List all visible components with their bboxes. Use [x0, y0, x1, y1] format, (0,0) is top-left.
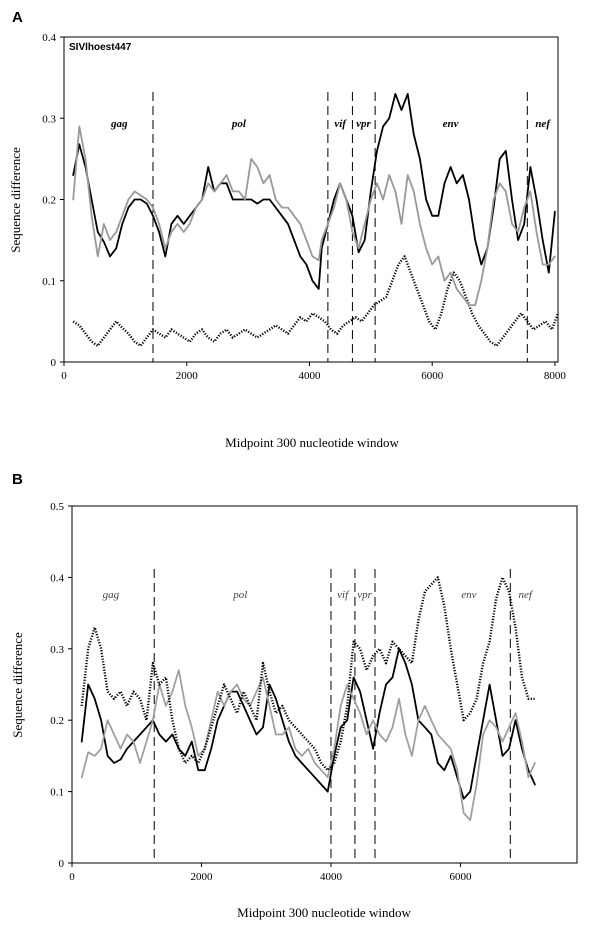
x-tick-label: 0 [69, 871, 75, 883]
panel-a-y-axis-title: Sequence difference [8, 147, 23, 253]
series-line-1 [80, 647, 536, 800]
panel-a-x-axis-title: Midpoint 300 nucleotide window [225, 435, 399, 450]
x-tick-label: 0 [61, 370, 67, 382]
x-tick-label: 4000 [298, 370, 321, 382]
gene-label-pol: pol [232, 589, 247, 601]
y-tick-label: 0 [51, 357, 57, 369]
series-line-2 [72, 255, 560, 347]
y-tick-label: 0.1 [42, 276, 56, 288]
y-tick-label: 0.1 [50, 787, 64, 799]
y-tick-label: 0 [59, 858, 65, 870]
panel-a: A SIVlhoest447 gag pol vif vpr env nef 0 0.1 0.… [8, 9, 566, 450]
x-tick-label: 2000 [176, 370, 199, 382]
panel-b-gene-labels: gag pol vif vpr env nef [103, 589, 534, 601]
x-tick-label: 6000 [449, 871, 472, 883]
y-tick-label: 0.5 [50, 501, 64, 513]
x-tick-label: 2000 [190, 871, 213, 883]
gene-label-nef: nef [518, 589, 533, 601]
y-tick-label: 0.2 [42, 195, 56, 207]
panel-b-axes: 0 0.1 0.2 0.3 0.4 0.5 0 2000 4000 6000 [50, 501, 472, 883]
panel-b-letter: B [12, 471, 23, 488]
gene-label-pol: pol [231, 118, 247, 130]
x-tick-label: 8000 [544, 370, 567, 382]
y-tick-label: 0.3 [42, 113, 56, 125]
gene-label-nef: nef [535, 118, 551, 130]
panel-a-series [72, 93, 560, 347]
panel-b: B gag pol vif vpr env nef 0 0.1 0.2 0.3 0.4 0.5 0 20… [10, 471, 578, 920]
panel-b-gene-boundaries [153, 569, 511, 863]
y-tick-label: 0.3 [50, 644, 64, 656]
panel-a-axes: 0 0.1 0.2 0.3 0.4 0 2000 4000 6000 8000 [42, 32, 566, 382]
x-tick-label: 6000 [421, 370, 444, 382]
x-tick-label: 4000 [320, 871, 343, 883]
panel-a-letter: A [12, 9, 23, 26]
gene-label-env: env [443, 118, 459, 130]
series-line-3 [80, 576, 535, 772]
y-tick-label: 0.4 [42, 32, 56, 44]
gene-label-vpr: vpr [357, 589, 372, 601]
gene-label-vif: vif [337, 589, 350, 601]
panel-b-plot-frame [71, 505, 578, 864]
gene-label-env: env [461, 589, 476, 601]
panel-a-gene-boundaries [152, 92, 528, 362]
gene-label-gag: gag [103, 589, 120, 601]
gene-label-vpr: vpr [356, 118, 371, 130]
panel-b-y-axis-title: Sequence difference [10, 632, 25, 738]
gene-label-vif: vif [334, 118, 347, 130]
y-tick-label: 0.2 [50, 715, 64, 727]
series-line-2 [80, 669, 536, 822]
gene-label-gag: gag [110, 118, 128, 130]
panel-b-x-axis-title: Midpoint 300 nucleotide window [237, 905, 411, 920]
series-line-3 [72, 125, 556, 307]
panel-a-reference-label: SIVlhoest447 [69, 42, 132, 53]
panel-b-series [80, 576, 536, 822]
y-tick-label: 0.4 [50, 572, 64, 584]
series-line-1 [72, 93, 556, 290]
panel-a-gene-labels: gag pol vif vpr env nef [110, 118, 551, 130]
